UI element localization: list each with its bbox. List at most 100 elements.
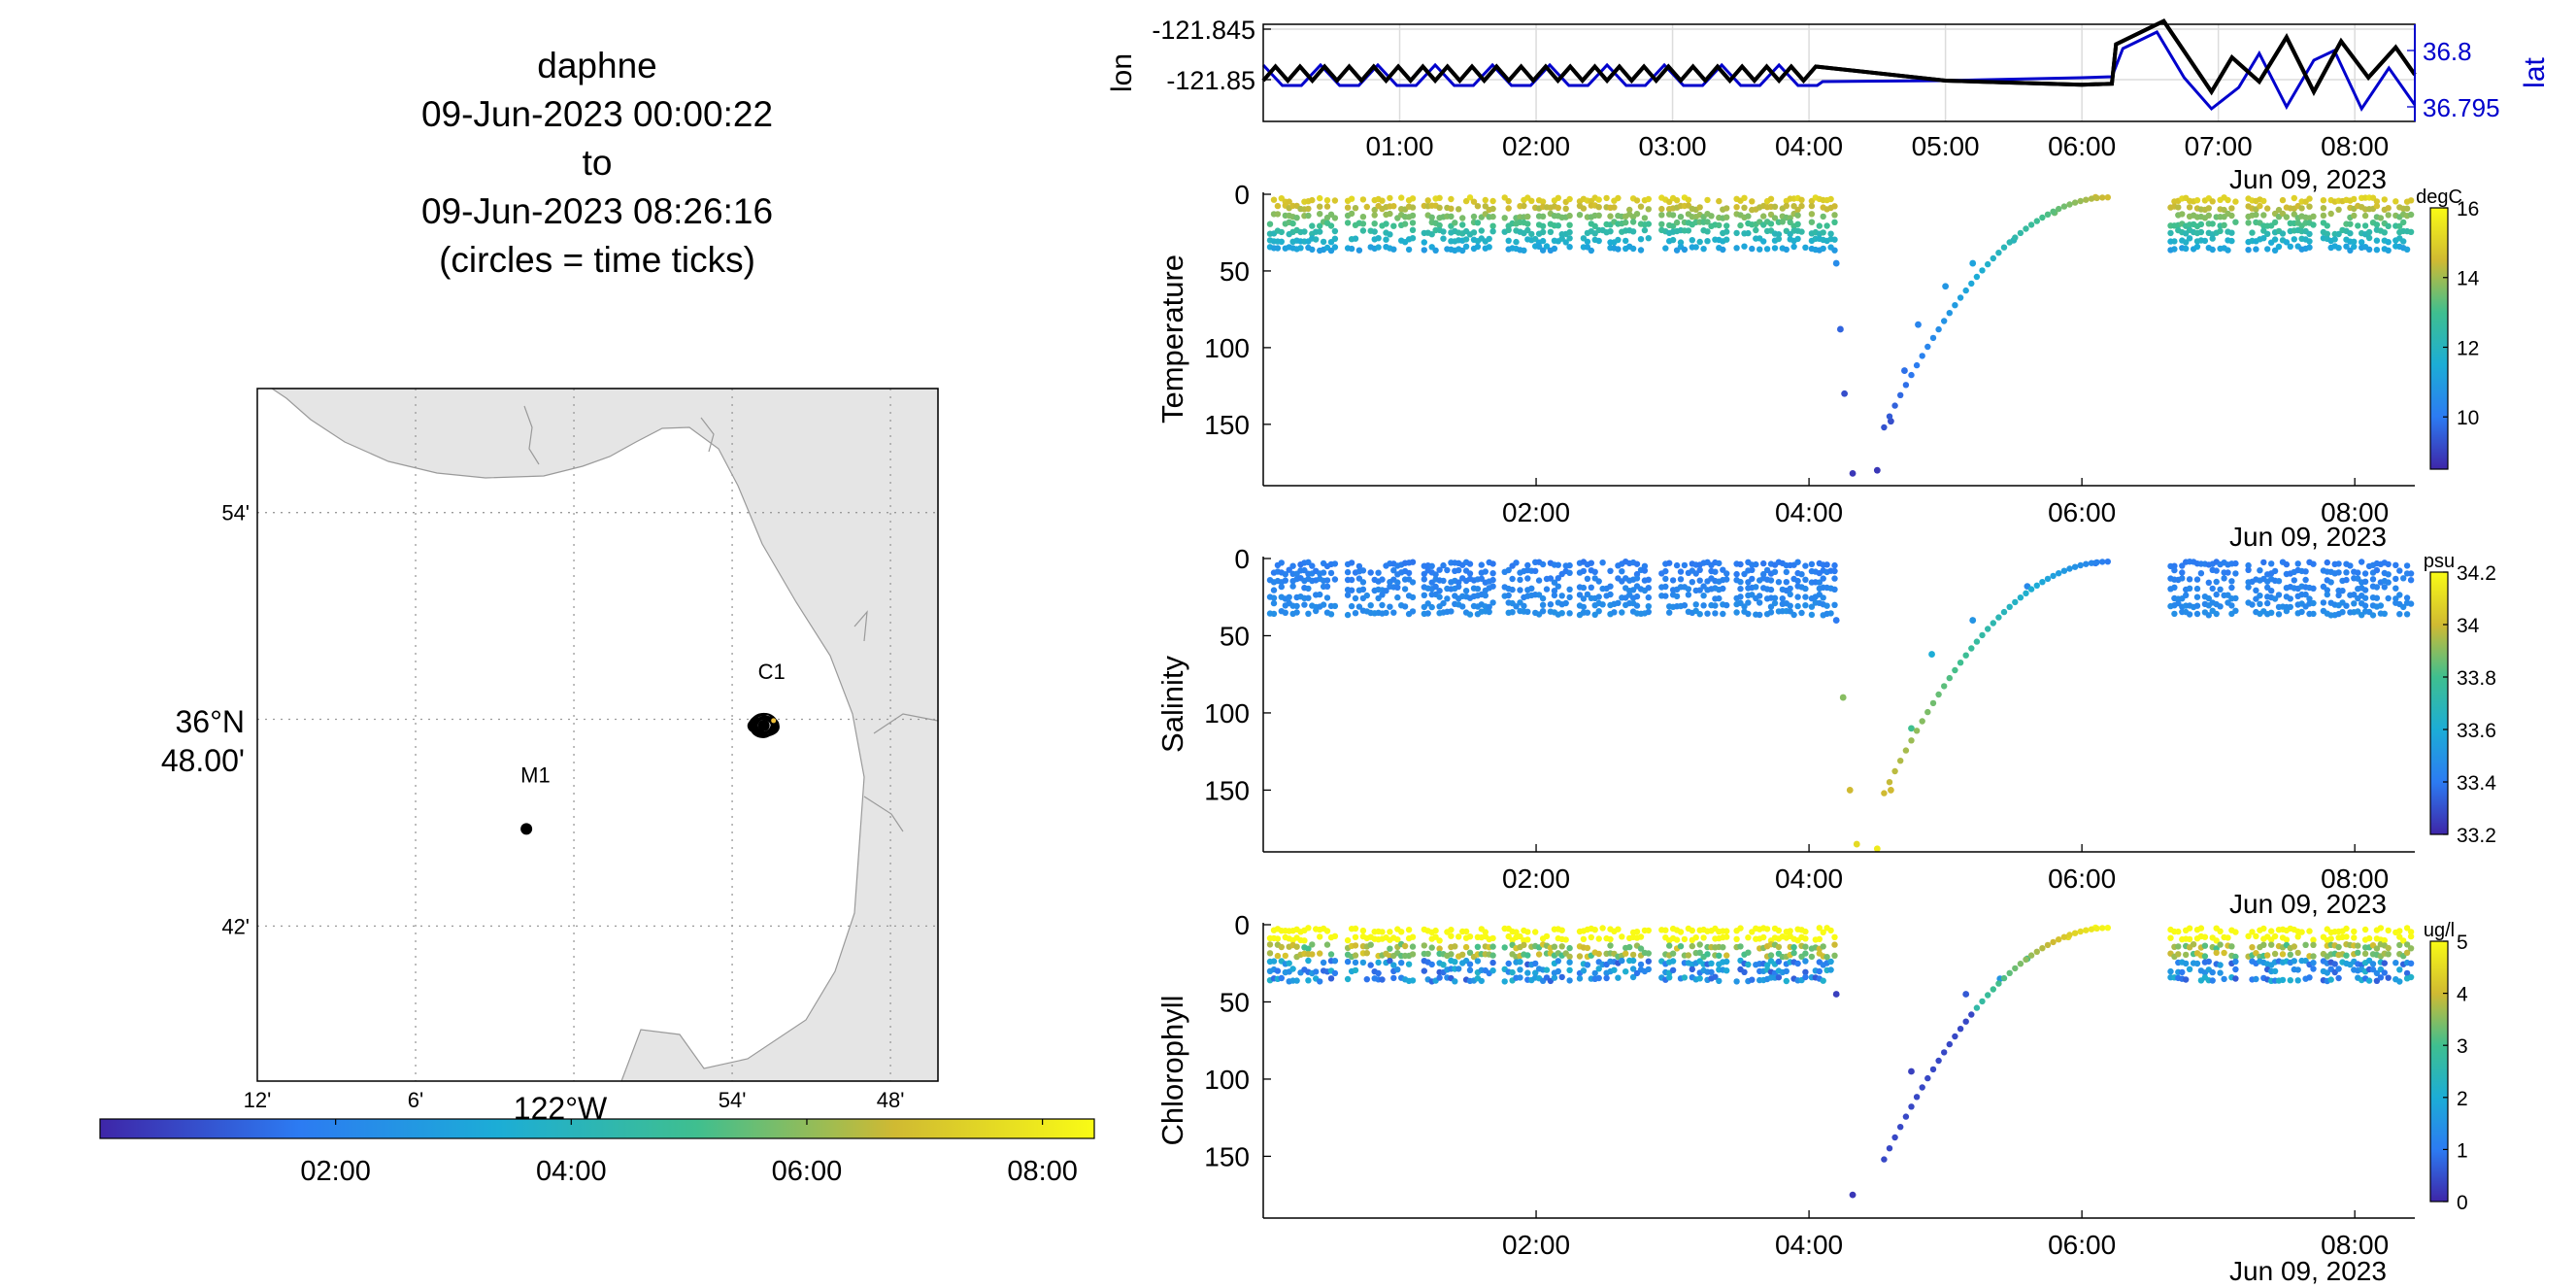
profile-1-xtick-label-2: 06:00 bbox=[2048, 497, 2116, 527]
profile-2-point bbox=[2400, 603, 2407, 611]
profile-3-point bbox=[2335, 974, 2342, 982]
profile-3-point bbox=[1645, 927, 1653, 934]
profile-2-point bbox=[1700, 593, 1707, 599]
profile-2-point bbox=[1802, 602, 1809, 609]
profile-2-point bbox=[1289, 562, 1296, 569]
profile-3-point bbox=[1623, 950, 1629, 957]
profile-1-point bbox=[1658, 212, 1665, 219]
profile-3-point bbox=[2201, 953, 2209, 960]
profile-2-point bbox=[1331, 576, 1339, 583]
profile-1-ylabel: Temperature bbox=[1155, 254, 1189, 424]
profile-2-point bbox=[1323, 577, 1331, 584]
map-lon-tick-1: 6' bbox=[408, 1088, 423, 1112]
profile-2-point bbox=[1607, 591, 1614, 598]
profile-1-point bbox=[1783, 202, 1790, 210]
profile-2-point bbox=[1723, 570, 1730, 577]
profile-1-point bbox=[2260, 197, 2267, 205]
profile-2-ytick-label-1: 50 bbox=[1220, 621, 1250, 651]
profile-3-point bbox=[2407, 929, 2415, 935]
profile-3-point bbox=[1532, 929, 1539, 935]
profile-1-point bbox=[2186, 204, 2193, 211]
profile-2-point bbox=[1802, 585, 1809, 593]
profile-2-point bbox=[2287, 603, 2293, 611]
profile-1-point bbox=[2171, 238, 2178, 245]
profile-3-point bbox=[1317, 950, 1323, 957]
profile-1-point bbox=[1720, 246, 1726, 254]
map-lon-tick-0: 12' bbox=[244, 1088, 272, 1112]
profile-3-point bbox=[1696, 941, 1703, 948]
profile-3-ascent-point bbox=[1929, 1066, 1937, 1073]
profile-1-point bbox=[2385, 222, 2392, 229]
profile-1-point bbox=[1521, 247, 1527, 254]
profile-3-point bbox=[1327, 975, 1335, 982]
profile-2-point bbox=[2377, 602, 2385, 609]
profile-2-ascent-point bbox=[1957, 660, 1964, 666]
profile-3-point bbox=[2271, 967, 2279, 974]
profile-2-point bbox=[1440, 577, 1447, 585]
profile-1-point bbox=[1513, 238, 1520, 246]
profile-2-point bbox=[2268, 588, 2275, 594]
profile-3-point bbox=[1344, 975, 1352, 983]
profile-2-point bbox=[1802, 593, 1809, 600]
profile-3-point bbox=[1827, 958, 1834, 966]
profile-2-ytick-label-2: 100 bbox=[1204, 698, 1250, 729]
profile-3-cbar-label-1: 1 bbox=[2457, 1139, 2468, 1162]
profile-1-point bbox=[1584, 238, 1591, 245]
profile-1-point bbox=[1363, 203, 1371, 211]
profile-3-point bbox=[1331, 932, 1339, 939]
profile-3-point bbox=[1436, 937, 1443, 944]
profile-3-point bbox=[2260, 925, 2267, 932]
profile-3-point bbox=[1831, 941, 1838, 948]
profile-2-point bbox=[1737, 560, 1744, 568]
profile-3-point bbox=[1452, 978, 1458, 985]
profile-1-point bbox=[1637, 247, 1645, 254]
profile-1-point bbox=[1669, 212, 1677, 219]
profile-3-point bbox=[1305, 977, 1312, 984]
river-4 bbox=[873, 713, 939, 734]
profile-3-point bbox=[2396, 966, 2403, 973]
profile-1-ascent-point bbox=[1881, 424, 1888, 431]
profile-1-ascent-point bbox=[2066, 201, 2073, 208]
profile-3-point bbox=[1466, 961, 1474, 967]
profile-2-point bbox=[1539, 560, 1547, 568]
profile-1-point bbox=[2193, 243, 2201, 251]
profile-2-point bbox=[1704, 610, 1711, 617]
profile-1-point bbox=[1352, 235, 1359, 242]
profile-3-point bbox=[2377, 974, 2385, 981]
profile-1-point bbox=[1459, 215, 1466, 221]
profile-1-point bbox=[2205, 205, 2212, 212]
profile-3-point bbox=[2373, 945, 2381, 952]
profile-2-point bbox=[2392, 595, 2399, 602]
profile-1-point bbox=[1448, 213, 1455, 220]
profile-3-xtick-label-2: 06:00 bbox=[2048, 1230, 2116, 1260]
profile-2-point bbox=[2257, 600, 2263, 607]
profile-3-point bbox=[2327, 935, 2334, 942]
profile-3-point bbox=[1599, 925, 1606, 932]
profile-2-ascent-point bbox=[2060, 567, 2068, 574]
profile-1-point bbox=[1798, 196, 1805, 203]
profile-3-point bbox=[2167, 934, 2174, 941]
profile-3-point bbox=[1293, 943, 1300, 950]
profile-3-point bbox=[1619, 933, 1625, 940]
profile-3-point bbox=[1352, 933, 1359, 940]
profile-3-point bbox=[2294, 966, 2301, 973]
profile-1-point bbox=[1779, 219, 1787, 225]
profile-2-point bbox=[2186, 611, 2193, 618]
pos-left-label-0: -121.845 bbox=[1152, 16, 1255, 45]
profile-1-point bbox=[1704, 219, 1711, 225]
profile-2-point bbox=[2324, 591, 2330, 598]
time-colorbar-ticks: 02:00 04:00 06:00 08:00 bbox=[300, 1119, 1078, 1187]
profile-2-point bbox=[2407, 600, 2415, 607]
station-marker-m1 bbox=[520, 823, 533, 835]
profile-3-ascent-point bbox=[1919, 1084, 1925, 1091]
profile-2-point bbox=[1436, 593, 1443, 600]
profile-2-point bbox=[1607, 583, 1614, 590]
profile-2-point bbox=[1645, 603, 1653, 610]
profile-3-cbar-label-5: 5 bbox=[2457, 932, 2468, 954]
profile-3-point bbox=[1595, 966, 1602, 972]
profile-3-ascent-point bbox=[1952, 1033, 1958, 1040]
profile-2-point bbox=[1282, 609, 1289, 616]
profile-1-point bbox=[1455, 206, 1462, 213]
profile-2-point bbox=[1517, 576, 1523, 584]
profile-2-point bbox=[1509, 575, 1516, 583]
